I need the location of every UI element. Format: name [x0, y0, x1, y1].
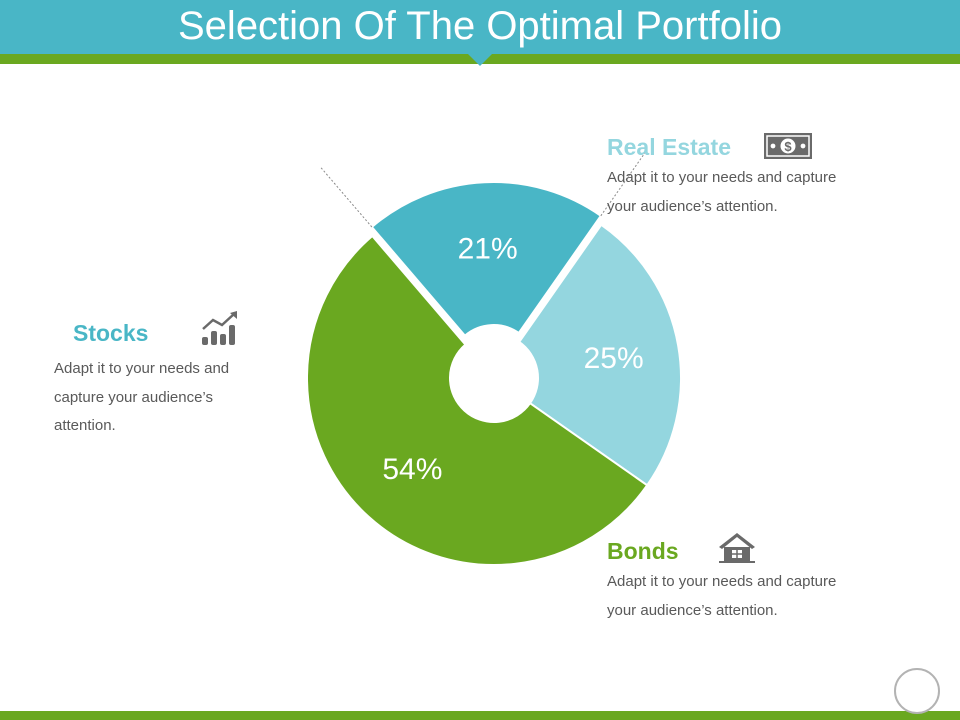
svg-text:$: $ [784, 139, 792, 154]
house-icon [717, 532, 757, 569]
slice-value-label: 25% [584, 342, 644, 375]
explode-guide-line [320, 167, 373, 228]
explode-guide-line [600, 151, 646, 217]
corner-circle-marker [894, 668, 940, 714]
pie-slice-stocks [370, 181, 603, 338]
bottom-accent-bar [0, 711, 960, 720]
page-title: Selection Of The Optimal Portfolio [178, 4, 782, 48]
slice-value-label: 21% [458, 233, 518, 266]
slice-value-label: 54% [382, 453, 442, 486]
pie-slice-real-estate [517, 223, 682, 487]
stocks-heading: Stocks [73, 320, 149, 346]
pie-slice-bonds [306, 234, 649, 566]
bar-chart-trend-icon [200, 311, 240, 352]
stocks-description: Adapt it to your needs and capture your … [54, 360, 230, 434]
real-estate-description: Adapt it to your needs and capture your … [607, 169, 837, 215]
title-bar [0, 0, 960, 54]
bonds-heading: Bonds [607, 538, 679, 564]
real-estate-heading: Real Estate [607, 134, 732, 160]
bonds-description: Adapt it to your needs and capture your … [607, 573, 837, 619]
title-pointer-triangle [468, 54, 492, 66]
dollar-bill-icon: $ [764, 132, 812, 165]
